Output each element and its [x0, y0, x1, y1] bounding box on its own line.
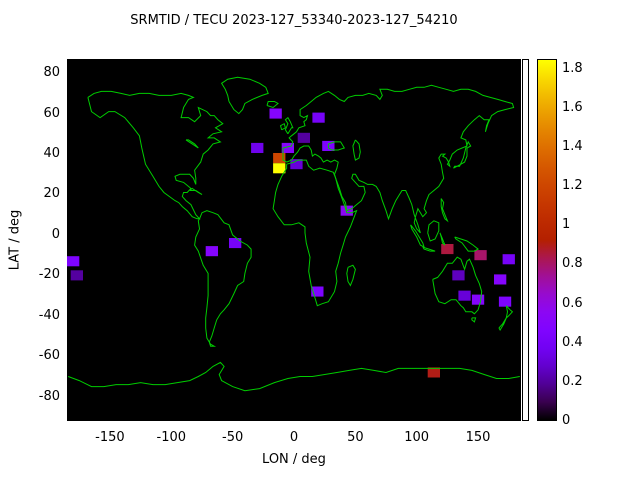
coastline-path	[471, 317, 477, 323]
heatmap-cell	[498, 296, 512, 307]
heatmap-cell	[502, 254, 515, 265]
heatmap-cell	[312, 112, 325, 123]
coastline-path	[68, 361, 520, 392]
colorbar-tick-label: 1.8	[562, 60, 583, 76]
coastline-path	[498, 317, 507, 331]
heatmap-cell	[474, 250, 487, 261]
coastline-path	[427, 220, 440, 242]
y-tick-label: 0	[51, 226, 60, 242]
coastline-path	[432, 256, 483, 315]
y-tick-label: -80	[38, 388, 60, 404]
y-tick-label: -60	[38, 348, 60, 364]
y-tick-label: 40	[43, 146, 60, 162]
coastline-path	[505, 305, 514, 320]
heatmap-cell	[311, 286, 324, 297]
heatmap-cell	[273, 163, 286, 174]
coastline-path	[282, 84, 515, 234]
y-tick-label: 60	[43, 105, 60, 121]
colorbar-tick-label: 1.4	[562, 139, 583, 155]
world-map-heatmap-svg	[67, 76, 520, 392]
x-tick-label: 0	[289, 430, 299, 445]
coastline-path	[410, 224, 425, 249]
heatmap-cell	[70, 270, 83, 281]
heatmap-cell	[269, 108, 282, 119]
x-tick-label: -50	[222, 430, 244, 445]
y-tick-label: -40	[38, 307, 60, 323]
heatmap-cell	[251, 142, 264, 153]
y-tick-label: 20	[43, 186, 60, 202]
colorbar-tick-label: 0.2	[562, 373, 583, 389]
coastline-path	[439, 232, 446, 246]
colorbar-gradient	[537, 59, 557, 421]
heatmap-cell	[205, 246, 218, 257]
heatmap-cell	[290, 159, 303, 170]
coastline-path	[454, 236, 480, 252]
heatmap-cell	[494, 274, 507, 285]
heatmap-cell	[67, 256, 80, 267]
colorbar-tick-label: 1.6	[562, 99, 583, 115]
heatmap-cell	[441, 244, 454, 255]
heatmap-cell	[452, 270, 465, 281]
heatmap-cell	[427, 367, 440, 378]
colorbar-tick-label: 0	[562, 413, 571, 428]
coastline-path	[194, 210, 252, 347]
map-plot-area	[67, 59, 521, 421]
coastline-path	[279, 122, 286, 131]
coastline-path	[327, 141, 346, 151]
heatmap-cell	[297, 132, 310, 143]
heatmap-cell	[471, 294, 485, 305]
coastline-path	[185, 139, 199, 149]
heatmap-cell	[458, 290, 471, 301]
x-tick-label: 100	[404, 430, 430, 445]
heatmap-cell	[273, 153, 286, 164]
coastline-path	[352, 139, 361, 161]
colorbar-tick-label: 0.4	[562, 334, 583, 350]
heatmap-cell	[281, 142, 294, 153]
x-tick-label: -150	[95, 430, 125, 445]
right-edge-strip	[522, 59, 529, 421]
coastline-path	[422, 246, 436, 252]
x-axis-label: LON / deg	[262, 452, 326, 467]
coastline-path	[440, 198, 449, 223]
x-tick-label: 150	[465, 430, 491, 445]
coastline-path	[87, 90, 224, 220]
coastline-path	[272, 159, 358, 307]
coastline-path	[284, 116, 294, 135]
coastline-path	[346, 264, 356, 287]
x-tick-label: -100	[156, 430, 187, 445]
x-tick-label: 50	[347, 430, 364, 445]
coastline-path	[453, 140, 472, 169]
coastline-path	[266, 101, 279, 109]
heatmap-cell	[229, 238, 242, 249]
colorbar-tick-label: 1	[562, 217, 571, 233]
coastline-path	[189, 187, 203, 195]
chart-title: SRMTID / TECU 2023-127_53340-2023-127_54…	[130, 13, 458, 28]
colorbar-tick-label: 0.8	[562, 256, 583, 272]
y-tick-label: -20	[38, 267, 60, 283]
colorbar-tick-label: 0.6	[562, 295, 583, 311]
coastline-path	[220, 76, 269, 115]
colorbar-tick-label: 1.2	[562, 178, 583, 194]
y-tick-label: 80	[43, 65, 60, 81]
